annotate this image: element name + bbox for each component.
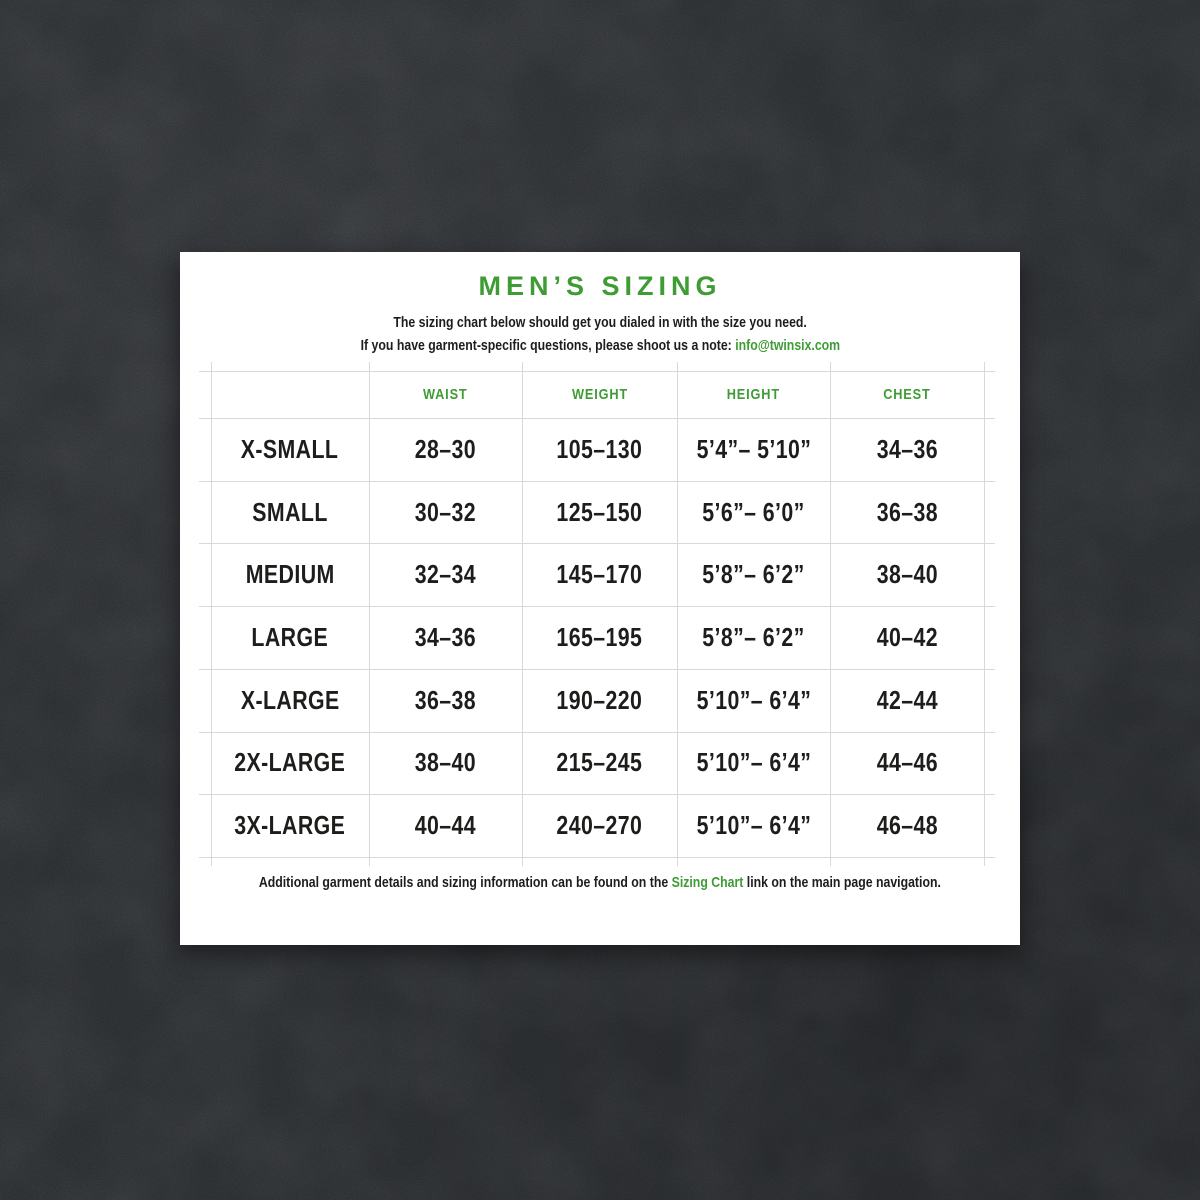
horizontal-grid-line [199, 669, 995, 670]
horizontal-grid-line [199, 732, 995, 733]
vertical-grid-line [211, 362, 212, 866]
size-value-cell: 44–46 [876, 747, 938, 778]
column-header-waist: WAIST [423, 386, 468, 403]
horizontal-grid-line [199, 794, 995, 795]
vertical-grid-line [984, 362, 985, 866]
size-value-cell: 145–170 [556, 559, 643, 590]
size-value-cell: 5’10”– 6’4” [696, 809, 811, 840]
size-value-cell: 38–40 [414, 747, 477, 778]
vertical-grid-line [830, 362, 831, 866]
column-header-size [211, 371, 369, 418]
subtitle: The sizing chart below should get you di… [180, 311, 1020, 357]
horizontal-grid-line [199, 371, 995, 372]
size-value-cell: 5’8”– 6’2” [702, 559, 805, 590]
size-value-cell: 32–34 [414, 559, 477, 590]
size-value-cell: 165–195 [556, 621, 643, 652]
subtitle-line1: The sizing chart below should get you di… [393, 314, 807, 331]
size-value-cell: 46–48 [876, 809, 938, 840]
size-value-cell: 36–38 [876, 496, 938, 527]
size-value-cell: 36–38 [414, 684, 477, 715]
table-grid: WAIST WEIGHT HEIGHT CHEST X-SMALL 28–30 10… [211, 371, 984, 857]
size-label-cell: X-LARGE [240, 684, 340, 715]
size-value-cell: 5’6”– 6’0” [702, 496, 805, 527]
sizing-table: WAIST WEIGHT HEIGHT CHEST X-SMALL 28–30 10… [199, 362, 995, 866]
size-value-cell: 34–36 [414, 621, 477, 652]
size-value-cell: 40–44 [414, 809, 477, 840]
size-value-cell: 42–44 [876, 684, 938, 715]
size-label-cell: 3X-LARGE [234, 809, 346, 840]
size-value-cell: 40–42 [876, 621, 938, 652]
size-value-cell: 240–270 [556, 809, 643, 840]
size-label-cell: MEDIUM [245, 559, 335, 590]
size-label-cell: 2X-LARGE [234, 747, 346, 778]
subtitle-line2: If you have garment-specific questions, … [360, 334, 839, 357]
size-value-cell: 105–130 [556, 433, 643, 464]
column-header-chest: CHEST [883, 386, 931, 403]
size-value-cell: 28–30 [414, 433, 477, 464]
size-value-cell: 5’8”– 6’2” [702, 621, 805, 652]
horizontal-grid-line [199, 606, 995, 607]
size-label-cell: LARGE [251, 621, 329, 652]
sizing-chart-link[interactable]: Sizing Chart [671, 874, 744, 891]
size-label-cell: SMALL [252, 496, 328, 527]
horizontal-grid-line [199, 543, 995, 544]
size-value-cell: 5’4”– 5’10” [696, 433, 811, 464]
vertical-grid-line [677, 362, 678, 866]
email-link[interactable]: info@twinsix.com [734, 337, 840, 354]
size-value-cell: 5’10”– 6’4” [696, 684, 811, 715]
column-header-height: HEIGHT [726, 386, 781, 403]
size-value-cell: 125–150 [556, 496, 643, 527]
size-value-cell: 215–245 [556, 747, 643, 778]
size-value-cell: 38–40 [876, 559, 938, 590]
size-value-cell: 5’10”– 6’4” [696, 747, 811, 778]
size-value-cell: 30–32 [414, 496, 477, 527]
footer-note: Additional garment details and sizing in… [180, 874, 1020, 891]
footer-prefix: Additional garment details and sizing in… [258, 874, 672, 891]
column-header-weight: WEIGHT [571, 386, 628, 403]
horizontal-grid-line [199, 857, 995, 858]
footer-text: Additional garment details and sizing in… [259, 874, 941, 891]
horizontal-grid-line [199, 418, 995, 419]
footer-suffix: link on the main page navigation. [743, 874, 942, 891]
size-value-cell: 34–36 [876, 433, 938, 464]
subtitle-line2-text: If you have garment-specific questions, … [360, 337, 735, 354]
size-value-cell: 190–220 [556, 684, 643, 715]
sizing-chart-card: MEN’S SIZING The sizing chart below shou… [180, 252, 1020, 945]
page-title: MEN’S SIZING [478, 271, 722, 301]
vertical-grid-line [369, 362, 370, 866]
size-label-cell: X-SMALL [241, 433, 339, 464]
vertical-grid-line [522, 362, 523, 866]
horizontal-grid-line [199, 481, 995, 482]
